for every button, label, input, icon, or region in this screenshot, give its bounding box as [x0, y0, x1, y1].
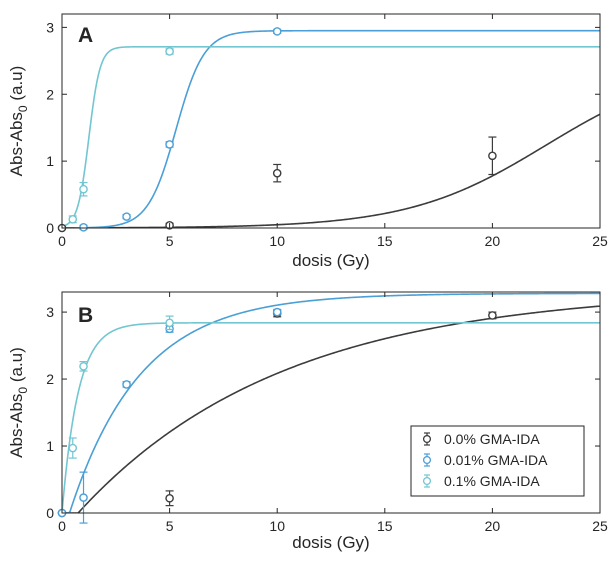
- legend-marker-icon: [422, 434, 432, 444]
- y-tick-label: 1: [46, 153, 54, 169]
- y-tick-label: 2: [46, 371, 54, 387]
- x-tick-label: 20: [485, 233, 501, 249]
- y-axis-label-unit: (a.u): [7, 347, 26, 387]
- legend-entry: 0.01% GMA-IDA: [422, 452, 548, 468]
- marker: [79, 184, 88, 194]
- x-tick-label: 10: [269, 233, 285, 249]
- panel-label: B: [78, 304, 93, 327]
- marker: [272, 168, 282, 178]
- marker: [122, 212, 131, 221]
- data-point: [488, 311, 497, 320]
- data-point: [68, 215, 78, 224]
- data-point: [272, 27, 282, 36]
- data-point: [165, 490, 174, 507]
- x-axis-label: dosis (Gy): [292, 251, 369, 270]
- panel-label: A: [78, 24, 93, 47]
- x-tick-label: 0: [58, 233, 66, 249]
- marker: [165, 318, 174, 328]
- legend: 0.0% GMA-IDA 0.01% GMA-IDA 0.1% GMA-IDA: [410, 425, 585, 497]
- y-axis-label-subscript: 0: [16, 387, 30, 394]
- x-tick-label: 10: [269, 518, 285, 534]
- marker: [488, 151, 497, 161]
- axes-box: [61, 13, 601, 229]
- marker: [68, 215, 78, 224]
- y-axis-label-subscript: 0: [16, 105, 30, 112]
- data-point: [122, 212, 131, 221]
- x-tick-label: 15: [377, 518, 393, 534]
- marker: [79, 223, 88, 232]
- fit-curve-series-2: [62, 45, 600, 228]
- y-axis-label-unit: (a.u): [7, 66, 26, 106]
- fit-curve-series-2: [62, 322, 600, 513]
- y-tick-label: 3: [46, 304, 54, 320]
- data-point: [165, 140, 174, 149]
- marker: [68, 443, 78, 453]
- marker: [165, 47, 174, 56]
- legend-entry: 0.0% GMA-IDA: [422, 431, 540, 447]
- x-tick-label: 20: [485, 518, 501, 534]
- y-axis-label-main: Abs-Abs: [7, 394, 26, 458]
- x-tick-label: 5: [166, 518, 174, 534]
- legend-label: 0.0% GMA-IDA: [444, 431, 540, 447]
- marker: [165, 140, 174, 149]
- data-point: [272, 163, 282, 183]
- y-tick-label: 1: [46, 438, 54, 454]
- fit-curve-series-0: [62, 305, 600, 513]
- legend-marker-icon: [422, 455, 432, 465]
- y-tick-label: 0: [46, 220, 54, 236]
- legend-box: [410, 425, 585, 497]
- legend-entry: 0.1% GMA-IDA: [422, 473, 540, 489]
- x-axis-label: dosis (Gy): [292, 533, 369, 552]
- x-tick-label: 25: [592, 518, 608, 534]
- fit-curve-series-1: [62, 29, 600, 228]
- axes-box: [61, 291, 601, 514]
- data-point: [165, 315, 174, 331]
- legend-label: 0.1% GMA-IDA: [444, 473, 540, 489]
- fit-curve-series-1: [62, 292, 600, 513]
- legend-marker-icon: [422, 476, 432, 486]
- marker: [165, 493, 174, 503]
- marker: [272, 27, 282, 36]
- y-axis-label: Abs-Abs0 (a.u): [7, 66, 30, 177]
- x-tick-label: 15: [377, 233, 393, 249]
- marker: [272, 307, 282, 317]
- data-point: [272, 307, 282, 317]
- marker: [79, 493, 88, 502]
- marker: [79, 362, 88, 371]
- data-point: [165, 47, 174, 56]
- y-axis-label: Abs-Abs0 (a.u): [7, 347, 30, 458]
- marker: [488, 311, 497, 320]
- y-tick-label: 3: [46, 19, 54, 35]
- x-tick-label: 5: [166, 233, 174, 249]
- data-point: [488, 136, 497, 176]
- marker: [122, 380, 131, 389]
- legend-label: 0.01% GMA-IDA: [444, 452, 548, 468]
- y-tick-label: 2: [46, 86, 54, 102]
- x-tick-label: 0: [58, 518, 66, 534]
- data-point: [79, 223, 88, 232]
- data-point: [79, 361, 88, 372]
- fit-curve-series-0: [62, 113, 600, 228]
- data-point: [79, 471, 88, 524]
- data-point: [122, 380, 131, 389]
- y-tick-label: 0: [46, 505, 54, 521]
- data-point: [79, 181, 88, 197]
- data-point: [68, 437, 78, 459]
- x-tick-label: 25: [592, 233, 608, 249]
- y-axis-label-main: Abs-Abs: [7, 112, 26, 176]
